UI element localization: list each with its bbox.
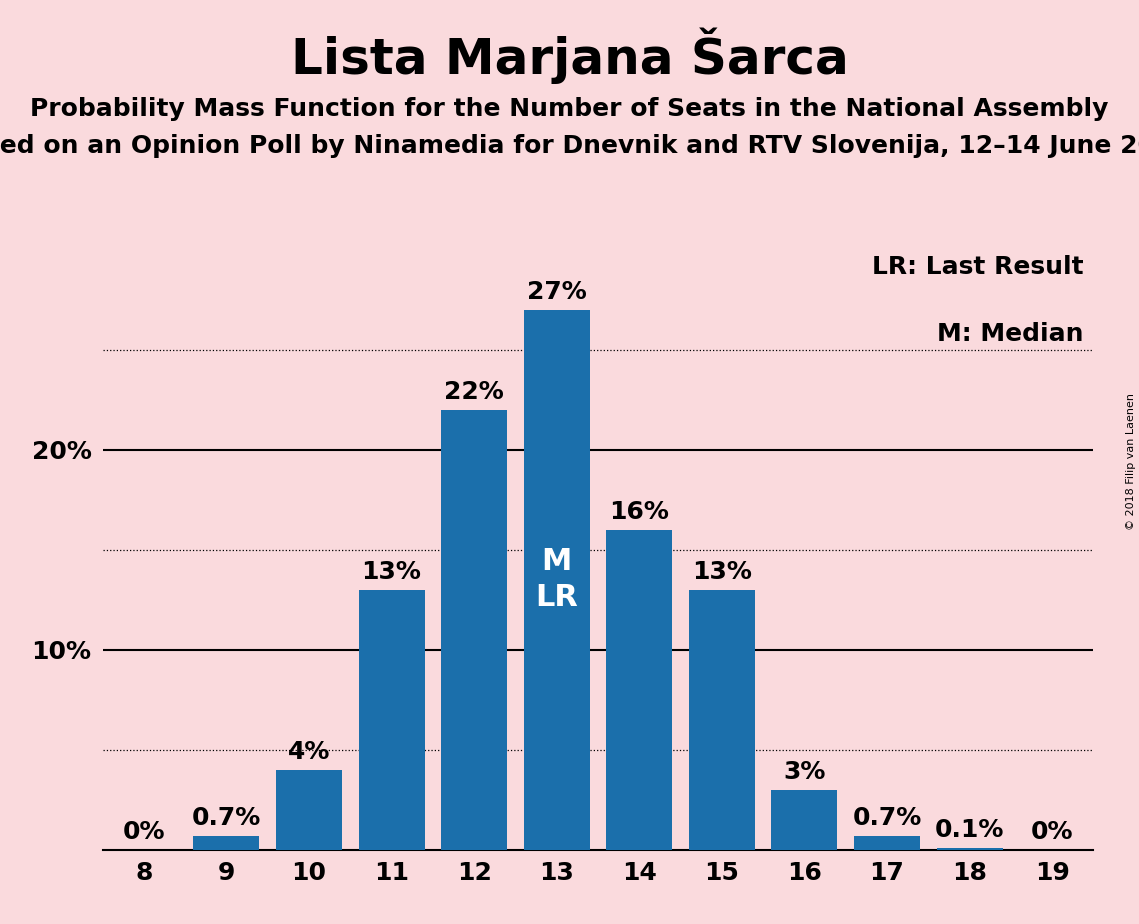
Text: 4%: 4% [288, 740, 330, 764]
Bar [276, 770, 342, 850]
Text: 3%: 3% [784, 760, 826, 784]
Bar [854, 836, 920, 850]
Text: Lista Marjana Šarca: Lista Marjana Šarca [290, 28, 849, 84]
Text: Probability Mass Function for the Number of Seats in the National Assembly: Probability Mass Function for the Number… [31, 97, 1108, 121]
Bar [359, 590, 425, 850]
Text: 0.7%: 0.7% [852, 806, 921, 830]
Text: 16%: 16% [609, 500, 670, 524]
Text: Based on an Opinion Poll by Ninamedia for Dnevnik and RTV Slovenija, 12–14 June : Based on an Opinion Poll by Ninamedia fo… [0, 134, 1139, 158]
Text: M: Median: M: Median [937, 322, 1083, 346]
Bar [606, 529, 672, 850]
Bar [689, 590, 755, 850]
Text: © 2018 Filip van Laenen: © 2018 Filip van Laenen [1126, 394, 1136, 530]
Text: 0%: 0% [123, 821, 165, 845]
Text: 0%: 0% [1031, 821, 1073, 845]
Text: 27%: 27% [527, 280, 587, 303]
Bar [524, 310, 590, 850]
Text: 22%: 22% [444, 380, 503, 404]
Bar [771, 790, 837, 850]
Text: M
LR: M LR [535, 547, 579, 613]
Text: 13%: 13% [361, 560, 421, 584]
Bar [441, 409, 507, 850]
Text: 0.1%: 0.1% [935, 818, 1005, 842]
Text: 13%: 13% [691, 560, 752, 584]
Text: LR: Last Result: LR: Last Result [872, 255, 1083, 279]
Text: 0.7%: 0.7% [191, 806, 261, 830]
Bar [936, 848, 1002, 850]
Bar [194, 836, 260, 850]
